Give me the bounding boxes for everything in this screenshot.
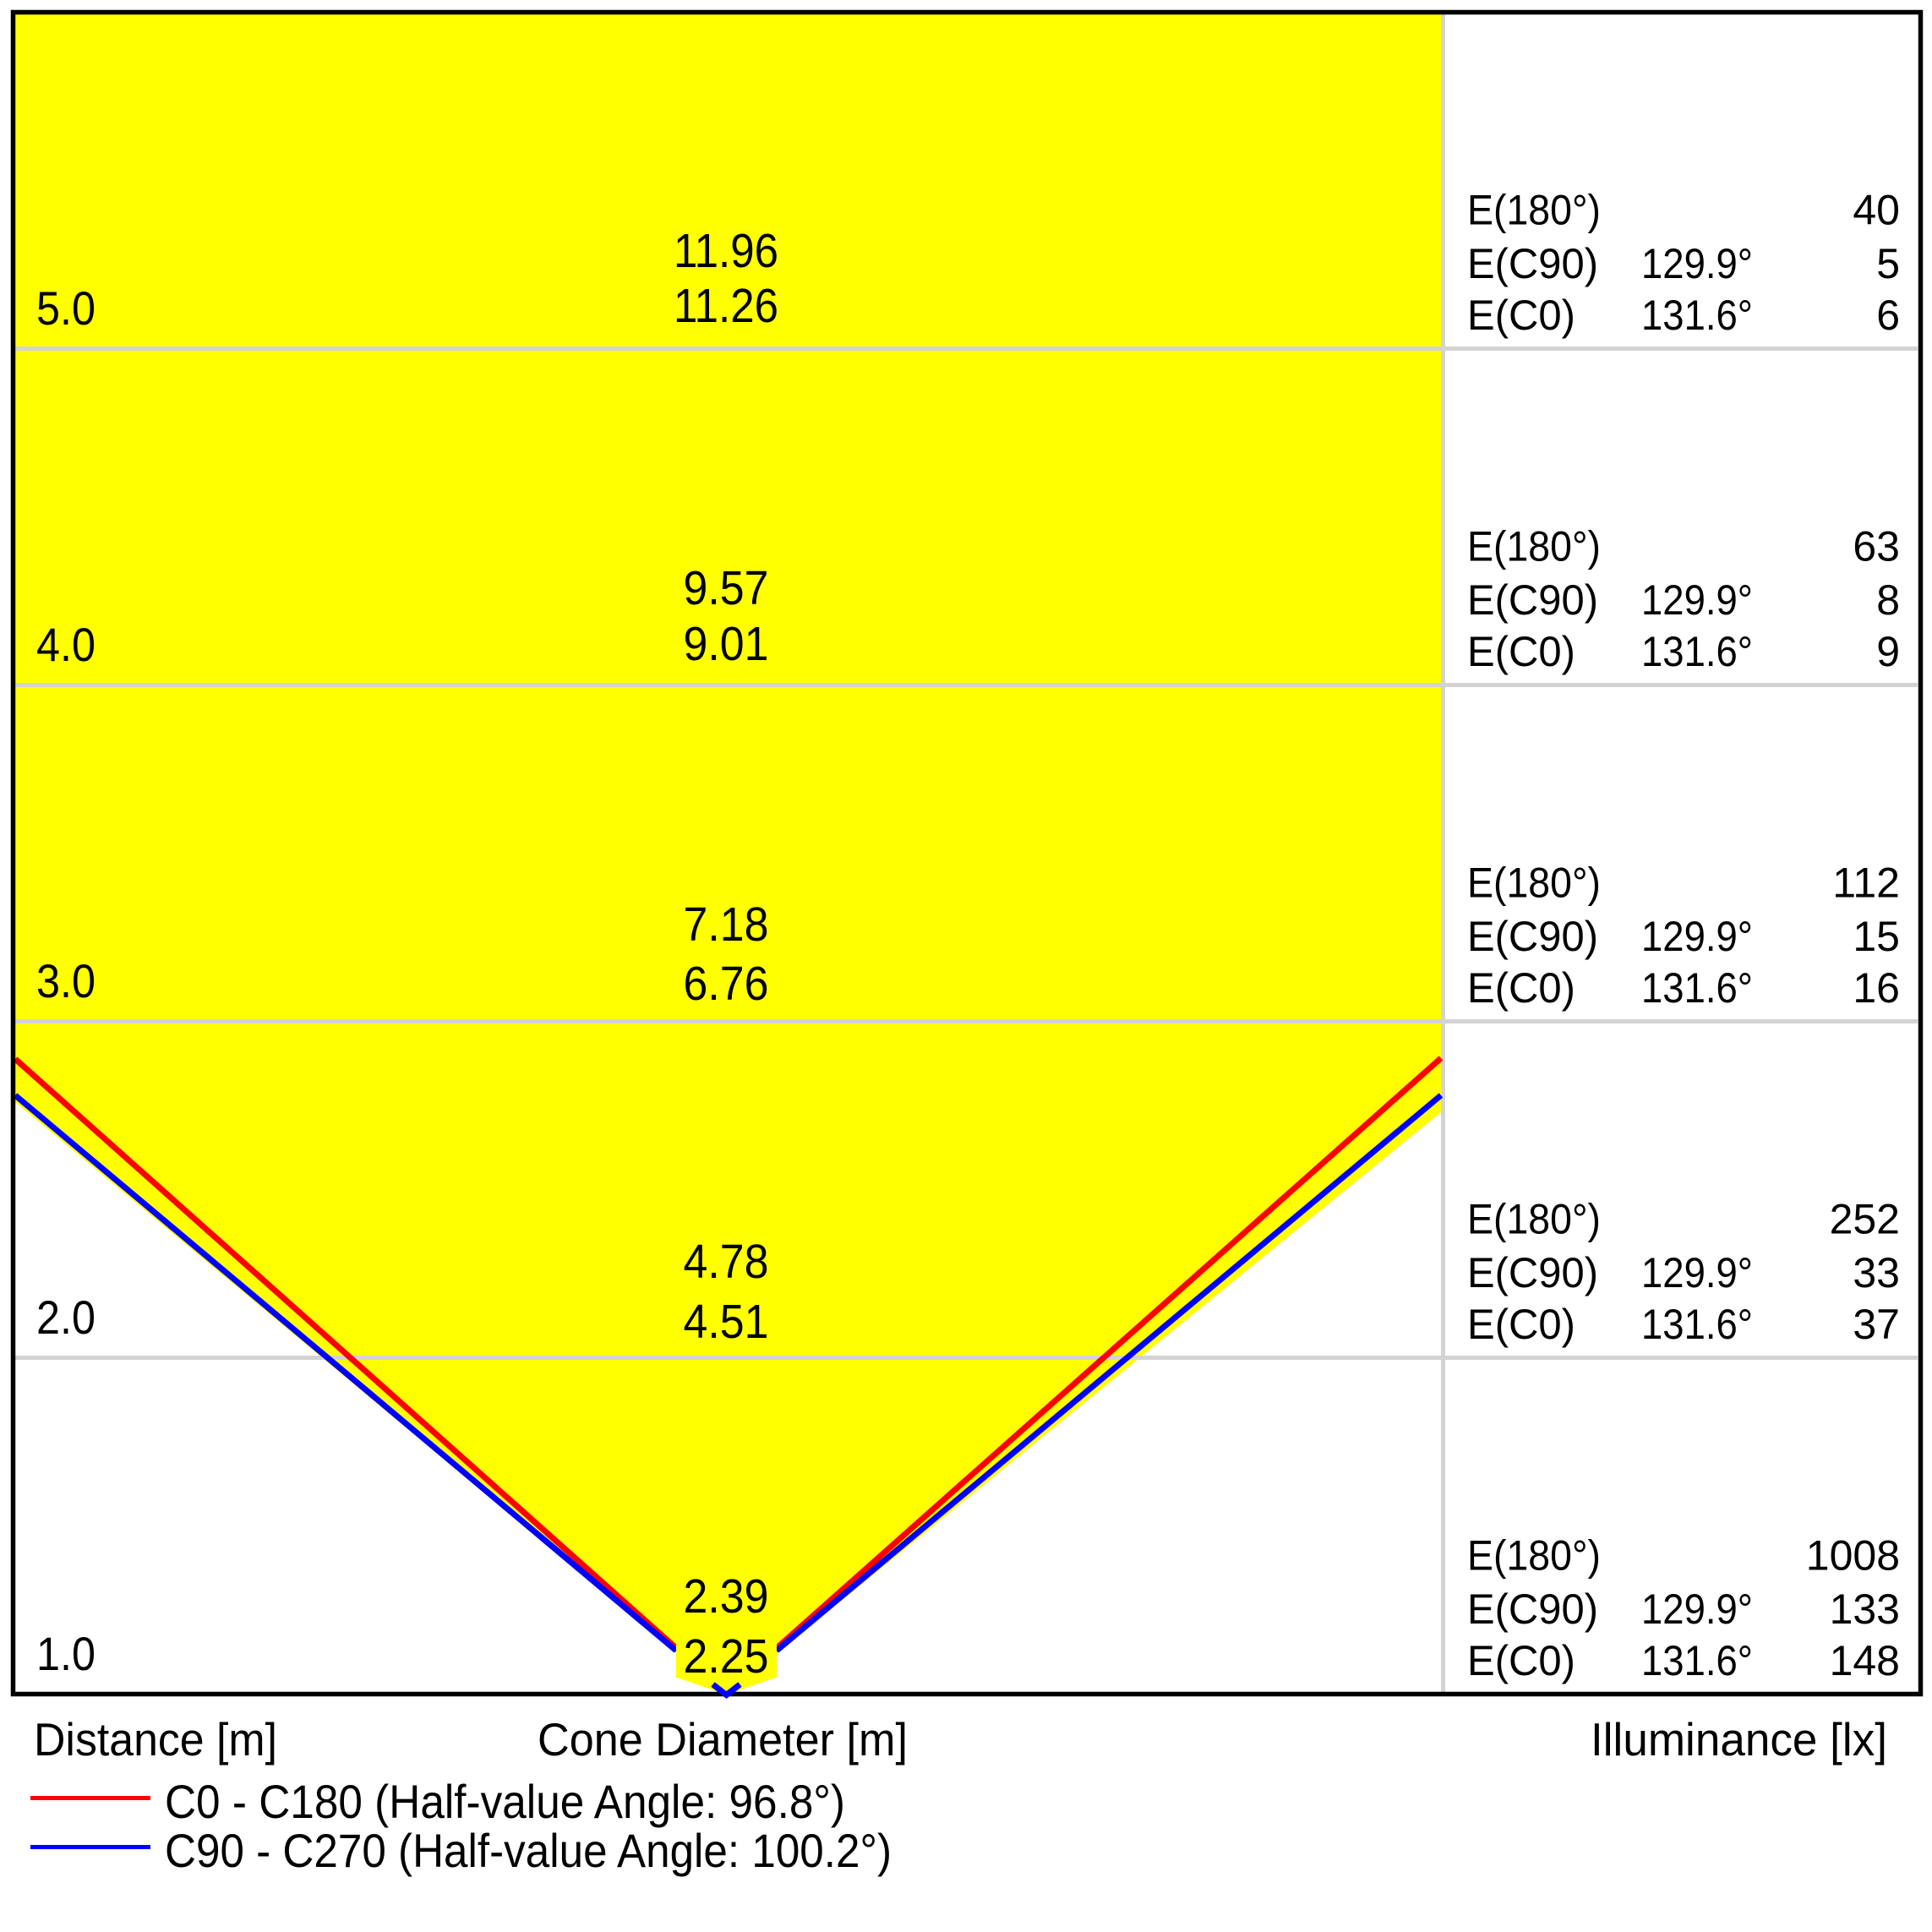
svg-text:129.9°: 129.9° [1641, 913, 1753, 960]
svg-text:E(180°): E(180°) [1467, 1532, 1601, 1580]
svg-text:131.6°: 131.6° [1641, 1301, 1753, 1348]
svg-text:129.9°: 129.9° [1641, 1249, 1753, 1296]
svg-text:131.6°: 131.6° [1641, 628, 1753, 675]
svg-text:4.51: 4.51 [684, 1295, 769, 1349]
svg-text:E(180°): E(180°) [1467, 860, 1601, 907]
svg-text:E(180°): E(180°) [1467, 1196, 1601, 1243]
svg-text:6: 6 [1876, 292, 1900, 339]
svg-text:8: 8 [1876, 576, 1900, 624]
svg-text:5.0: 5.0 [36, 281, 96, 335]
svg-text:148: 148 [1830, 1637, 1900, 1684]
svg-text:2.39: 2.39 [684, 1569, 769, 1624]
svg-text:Illuminance [lx]: Illuminance [lx] [1591, 1713, 1887, 1766]
svg-text:E(C0): E(C0) [1467, 1637, 1575, 1684]
svg-text:1.0: 1.0 [36, 1627, 96, 1680]
svg-text:37: 37 [1853, 1301, 1900, 1348]
svg-text:9: 9 [1876, 628, 1900, 675]
svg-text:129.9°: 129.9° [1641, 576, 1753, 624]
svg-text:5: 5 [1876, 240, 1900, 287]
svg-text:E(C90): E(C90) [1467, 1249, 1598, 1296]
svg-text:E(C90): E(C90) [1467, 576, 1598, 624]
svg-text:4.78: 4.78 [684, 1235, 769, 1289]
svg-text:C90 - C270 (Half-value Angle:: C90 - C270 (Half-value Angle: 100.2°) [165, 1824, 892, 1877]
svg-text:2.0: 2.0 [36, 1291, 96, 1344]
svg-text:9.57: 9.57 [684, 561, 769, 615]
svg-text:C0 - C180 (Half-value Angle: 9: C0 - C180 (Half-value Angle: 96.8°) [165, 1775, 845, 1828]
svg-text:112: 112 [1832, 860, 1900, 907]
svg-text:E(C90): E(C90) [1467, 913, 1598, 960]
svg-text:252: 252 [1830, 1196, 1900, 1243]
svg-text:E(C90): E(C90) [1467, 240, 1598, 287]
svg-text:E(C0): E(C0) [1467, 292, 1575, 339]
svg-text:6.76: 6.76 [684, 957, 769, 1011]
svg-text:129.9°: 129.9° [1641, 240, 1753, 287]
svg-text:E(180°): E(180°) [1467, 523, 1601, 570]
svg-text:131.6°: 131.6° [1641, 964, 1753, 1012]
svg-text:131.6°: 131.6° [1641, 292, 1753, 339]
svg-text:2.25: 2.25 [684, 1629, 769, 1684]
svg-text:1008: 1008 [1806, 1532, 1900, 1580]
svg-text:Cone Diameter [m]: Cone Diameter [m] [538, 1713, 908, 1766]
svg-text:63: 63 [1853, 523, 1900, 570]
svg-text:11.96: 11.96 [674, 224, 778, 278]
svg-text:4.0: 4.0 [36, 618, 96, 671]
svg-text:E(C0): E(C0) [1467, 1301, 1575, 1348]
svg-text:133: 133 [1830, 1585, 1900, 1633]
svg-text:33: 33 [1853, 1249, 1900, 1296]
svg-text:15: 15 [1853, 913, 1900, 960]
svg-text:16: 16 [1853, 964, 1900, 1012]
svg-text:E(180°): E(180°) [1467, 187, 1601, 234]
svg-text:129.9°: 129.9° [1641, 1585, 1753, 1633]
svg-text:E(C90): E(C90) [1467, 1585, 1598, 1633]
svg-text:3.0: 3.0 [36, 954, 96, 1007]
svg-text:131.6°: 131.6° [1641, 1637, 1753, 1684]
svg-text:E(C0): E(C0) [1467, 628, 1575, 675]
svg-text:11.26: 11.26 [674, 279, 778, 333]
svg-text:E(C0): E(C0) [1467, 964, 1575, 1012]
svg-text:7.18: 7.18 [684, 898, 769, 952]
svg-text:9.01: 9.01 [684, 617, 769, 671]
svg-text:Distance [m]: Distance [m] [34, 1713, 277, 1766]
svg-text:40: 40 [1853, 187, 1900, 234]
